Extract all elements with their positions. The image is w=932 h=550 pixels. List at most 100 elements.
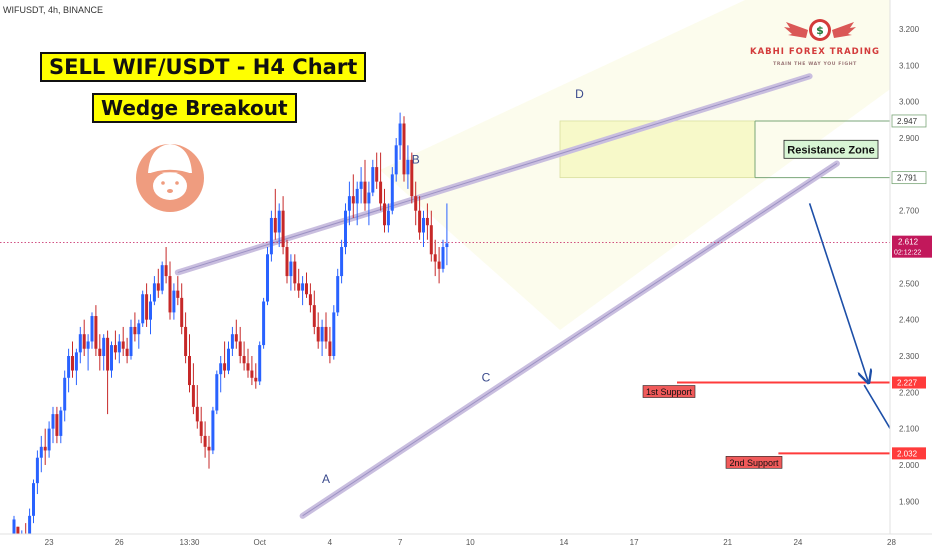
y-tick-label: 2.500 bbox=[899, 279, 920, 288]
x-tick-label: 17 bbox=[630, 538, 639, 547]
support-price-box bbox=[892, 376, 926, 389]
candle-body bbox=[347, 196, 351, 211]
price-mark-box bbox=[891, 171, 927, 185]
x-tick-label: 14 bbox=[559, 538, 568, 547]
candle-body bbox=[266, 254, 269, 302]
candle-body bbox=[367, 192, 371, 204]
candle-body bbox=[184, 326, 188, 356]
candle-body bbox=[383, 203, 386, 226]
candle-body bbox=[394, 145, 398, 175]
candle-body bbox=[234, 334, 238, 342]
candle-body bbox=[149, 301, 152, 320]
candle-body bbox=[340, 247, 344, 277]
candle-body bbox=[207, 446, 211, 451]
resistance-zone bbox=[559, 120, 756, 179]
candle-body bbox=[59, 410, 63, 436]
candle-body bbox=[106, 337, 110, 371]
candle-body bbox=[289, 261, 293, 277]
candle-body bbox=[164, 265, 168, 277]
x-tick-label: 4 bbox=[328, 538, 333, 547]
candle-body bbox=[320, 326, 324, 342]
candle-body bbox=[67, 356, 71, 378]
candle-body bbox=[43, 446, 47, 451]
candle-body bbox=[433, 254, 437, 262]
candle-body bbox=[351, 196, 355, 204]
candle-body bbox=[441, 247, 445, 269]
x-tick-label: 7 bbox=[398, 538, 403, 547]
candle-body bbox=[121, 341, 125, 349]
candle-body bbox=[90, 316, 94, 342]
chart-title: SELL WIF/USDT - H4 Chart bbox=[40, 52, 367, 82]
candle-body bbox=[242, 356, 246, 364]
candle-body bbox=[246, 363, 250, 371]
candle-body bbox=[414, 196, 418, 211]
svg-text:$: $ bbox=[816, 24, 824, 37]
candle-body bbox=[86, 341, 90, 349]
candle-body bbox=[113, 345, 117, 353]
y-tick-label: 2.400 bbox=[899, 316, 920, 325]
candle-body bbox=[359, 181, 363, 189]
candle-body bbox=[402, 123, 406, 175]
candle-body bbox=[390, 174, 394, 211]
candle-body bbox=[269, 217, 273, 255]
candle-body bbox=[312, 305, 316, 327]
candle-body bbox=[410, 159, 414, 197]
candle-body bbox=[328, 341, 332, 356]
x-tick-label: Oct bbox=[253, 538, 266, 547]
price-mark-label: 2.791 bbox=[897, 174, 918, 183]
candle-body bbox=[51, 414, 55, 429]
candle-body bbox=[71, 356, 74, 371]
candle-body bbox=[215, 374, 219, 411]
candle-body bbox=[35, 457, 39, 484]
x-tick-label: 28 bbox=[887, 538, 896, 547]
support-price-label: 2.227 bbox=[897, 379, 918, 388]
x-tick-label: 10 bbox=[466, 538, 475, 547]
last-price-box bbox=[892, 235, 932, 258]
candle-body bbox=[371, 167, 375, 193]
candle-body bbox=[137, 323, 141, 335]
support-label-box-1 bbox=[642, 385, 696, 398]
last-price-label: 2.612 bbox=[898, 238, 919, 247]
resistance-zone-label: Resistance Zone bbox=[787, 144, 874, 156]
candle-body bbox=[195, 406, 199, 422]
y-tick-label: 3.200 bbox=[899, 25, 920, 34]
candle-body bbox=[285, 247, 289, 277]
y-tick-label: 1.900 bbox=[899, 497, 920, 506]
candle-body bbox=[425, 217, 429, 226]
candle-body bbox=[188, 356, 191, 386]
candle-body bbox=[332, 312, 336, 356]
projection-arrow-1 bbox=[808, 203, 869, 381]
candle-body bbox=[117, 341, 121, 353]
candle-body bbox=[12, 519, 16, 534]
candle-body bbox=[230, 334, 234, 349]
y-tick-label: 2.900 bbox=[899, 134, 920, 143]
dollar-coin-icon: $ bbox=[784, 19, 856, 41]
candle-body bbox=[437, 261, 441, 269]
point-label-a: A bbox=[322, 472, 330, 486]
x-tick-label: 24 bbox=[793, 538, 802, 547]
support-label-box-2 bbox=[725, 456, 783, 469]
candle-body bbox=[98, 348, 102, 356]
dog-with-hat-icon bbox=[136, 144, 204, 212]
candle-body bbox=[74, 352, 78, 371]
candle-body bbox=[223, 363, 227, 371]
candle-body bbox=[211, 410, 215, 451]
candle-body bbox=[176, 290, 180, 298]
candle-body bbox=[429, 225, 433, 255]
support-label-2: 2nd Support bbox=[729, 458, 779, 468]
candle-body bbox=[293, 261, 297, 284]
candle-body bbox=[422, 217, 425, 233]
candle-body bbox=[238, 341, 242, 356]
point-label-c: C bbox=[482, 370, 491, 384]
candle-body bbox=[406, 159, 410, 175]
candle-body bbox=[386, 210, 390, 226]
x-tick-label: 23 bbox=[45, 538, 54, 547]
watermark-tagline: TRAIN THE WAY YOU FIGHT bbox=[773, 62, 857, 67]
candle-body bbox=[398, 123, 402, 146]
candle-body bbox=[160, 265, 164, 291]
y-tick-label: 2.300 bbox=[899, 352, 920, 361]
candle-body bbox=[168, 276, 172, 313]
candle-body bbox=[156, 283, 160, 291]
